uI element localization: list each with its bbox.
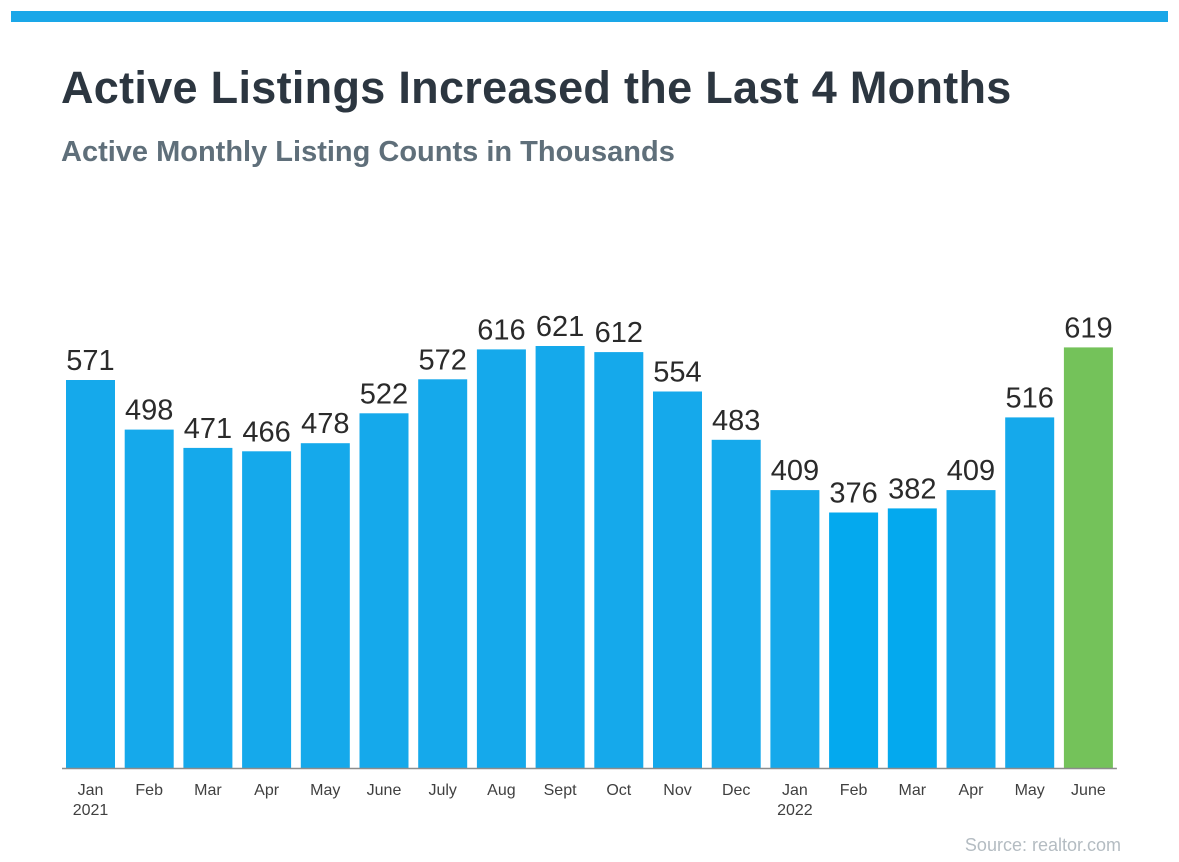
value-label-2: 498 xyxy=(125,395,173,427)
bar-2 xyxy=(124,429,174,768)
x-year-label-1: 2021 xyxy=(73,802,109,819)
x-tick-label-17: May xyxy=(1015,782,1045,799)
x-tick-label-6: June xyxy=(367,782,402,799)
chart-subtitle: Active Monthly Listing Counts in Thousan… xyxy=(61,136,675,168)
x-tick-label-3: Mar xyxy=(194,782,222,799)
value-label-9: 621 xyxy=(536,311,584,343)
bar-18 xyxy=(1063,347,1113,768)
bar-10 xyxy=(594,352,644,768)
x-tick-label-15: Mar xyxy=(899,782,927,799)
bar-1 xyxy=(66,380,115,768)
x-year-label-13: 2022 xyxy=(777,802,813,819)
x-tick-label-group: Jan 2021 Feb Mar Apr May June July Aug Sept Oct Nov… xyxy=(73,782,1106,819)
bar-8 xyxy=(476,349,526,768)
bar-13 xyxy=(770,490,820,768)
bar-4 xyxy=(242,451,292,768)
x-tick-label-1: Jan xyxy=(78,782,104,799)
bar-7 xyxy=(418,379,468,768)
bar-5 xyxy=(300,443,350,768)
x-tick-label-5: May xyxy=(310,782,340,799)
value-label-18: 619 xyxy=(1064,312,1112,344)
x-tick-label-7: July xyxy=(428,782,456,799)
x-tick-label-16: Apr xyxy=(959,782,985,799)
x-tick-label-12: Dec xyxy=(722,782,750,799)
x-tick-label-14: Feb xyxy=(840,782,868,799)
value-label-8: 616 xyxy=(477,314,525,346)
value-label-10: 612 xyxy=(595,317,643,349)
value-label-17: 516 xyxy=(1006,382,1054,414)
x-tick-label-18: June xyxy=(1071,782,1106,799)
value-label-group: 571 498 471 466 478 522 572 616 621 612 554 483 409 3… xyxy=(66,311,1112,510)
bar-3 xyxy=(183,447,233,768)
bar-16 xyxy=(946,490,996,768)
x-tick-label-2: Feb xyxy=(135,782,163,799)
bar-11 xyxy=(653,391,702,768)
value-label-12: 483 xyxy=(712,405,760,437)
bar-9 xyxy=(535,346,585,768)
bar-14 xyxy=(829,512,879,768)
bar-17 xyxy=(1005,417,1055,768)
value-label-3: 471 xyxy=(184,413,232,445)
bar-12 xyxy=(711,439,761,768)
value-label-13: 409 xyxy=(771,455,819,487)
x-tick-label-8: Aug xyxy=(487,782,515,799)
source-note: Source: realtor.com xyxy=(964,835,1121,855)
value-label-7: 572 xyxy=(419,344,467,376)
bar-group xyxy=(66,346,1113,768)
value-label-5: 478 xyxy=(301,408,349,440)
bar-6 xyxy=(359,413,409,768)
x-tick-label-13: Jan xyxy=(782,782,808,799)
bar-15 xyxy=(887,508,937,768)
top-accent-bar xyxy=(11,11,1168,22)
value-label-1: 571 xyxy=(66,345,114,377)
x-tick-label-4: Apr xyxy=(254,782,280,799)
value-label-15: 382 xyxy=(888,473,936,505)
value-label-14: 376 xyxy=(829,478,877,510)
value-label-6: 522 xyxy=(360,378,408,410)
chart-title: Active Listings Increased the Last 4 Mon… xyxy=(61,62,1012,113)
value-label-4: 466 xyxy=(242,416,290,448)
x-tick-label-9: Sept xyxy=(544,782,577,799)
value-label-16: 409 xyxy=(947,455,995,487)
x-tick-label-11: Nov xyxy=(663,782,691,799)
value-label-11: 554 xyxy=(653,357,701,389)
x-tick-label-10: Oct xyxy=(606,782,631,799)
